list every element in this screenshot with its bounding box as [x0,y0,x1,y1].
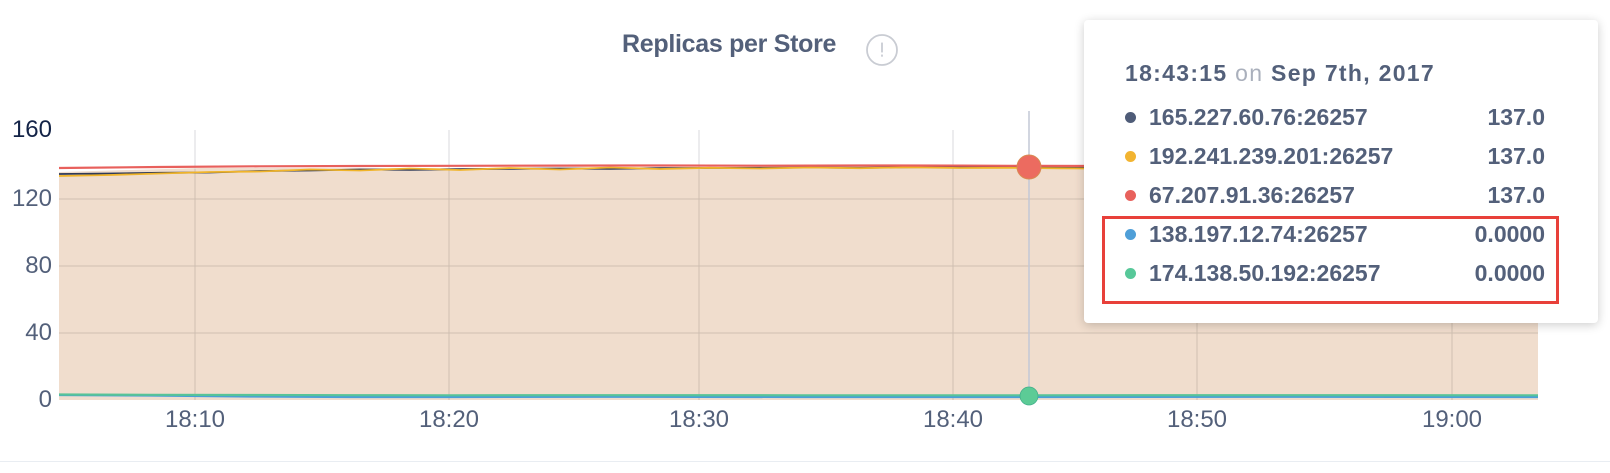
svg-text:18:30: 18:30 [669,406,729,433]
svg-text:19:00: 19:00 [1422,406,1482,433]
svg-text:18:50: 18:50 [1167,406,1227,433]
svg-text:18:40: 18:40 [923,406,983,433]
svg-text:18:10: 18:10 [165,406,225,433]
svg-text:120: 120 [12,185,52,212]
svg-text:0: 0 [39,386,52,413]
svg-text:18:20: 18:20 [419,406,479,433]
svg-text:80: 80 [25,252,52,279]
svg-text:40: 40 [25,319,52,346]
svg-text:160: 160 [12,116,52,143]
